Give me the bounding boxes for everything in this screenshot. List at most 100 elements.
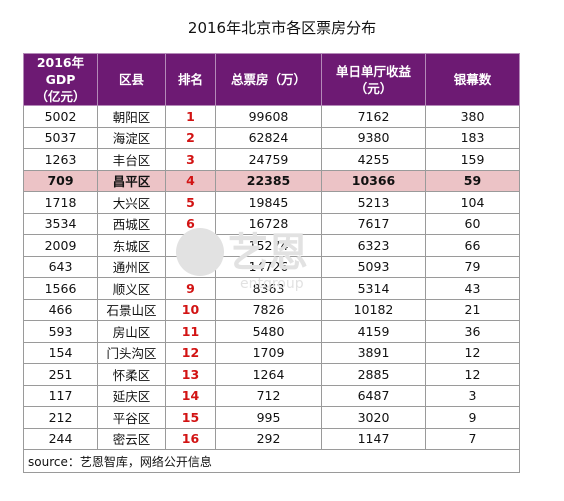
cell-district: 海淀区: [97, 126, 166, 149]
cell-hall-revenue: 7617: [321, 212, 426, 235]
cell-gdp: 212: [23, 406, 98, 429]
cell-box-office: 24759: [215, 148, 322, 171]
cell-rank: 4: [165, 169, 216, 192]
cell-district: 昌平区: [97, 169, 166, 192]
cell-screens: 59: [425, 169, 520, 192]
cell-rank: 16: [165, 427, 216, 450]
cell-box-office: 15274: [215, 234, 322, 257]
cell-district: 顺义区: [97, 277, 166, 300]
table-row: 5002 朝阳区 1 99608 7162 380: [23, 105, 520, 128]
cell-rank: 1: [165, 105, 216, 128]
cell-district: 平谷区: [97, 406, 166, 429]
source-note: source：艺恩智库，网络公开信息: [23, 449, 520, 473]
box-office-table: 2016年GDP （亿元） 区县 排名 总票房（万） 单日单厅收益 （元） 银幕…: [23, 53, 520, 473]
table-row: 251 怀柔区 13 1264 2885 12: [23, 363, 520, 386]
header-screens: 银幕数: [425, 53, 520, 106]
cell-rank: 5: [165, 191, 216, 214]
header-gdp: 2016年GDP （亿元）: [23, 53, 98, 106]
cell-screens: 3: [425, 384, 520, 407]
cell-district: 怀柔区: [97, 363, 166, 386]
table-row: 3534 西城区 6 16728 7617 60: [23, 212, 520, 235]
cell-hall-revenue: 3891: [321, 341, 426, 364]
cell-screens: 66: [425, 234, 520, 257]
cell-screens: 21: [425, 298, 520, 321]
table-row: 709 昌平区 4 22385 10366 59: [23, 169, 520, 192]
cell-rank: 8: [165, 255, 216, 278]
header-district: 区县: [97, 53, 166, 106]
cell-district: 丰台区: [97, 148, 166, 171]
cell-hall-revenue: 9380: [321, 126, 426, 149]
table-row: 212 平谷区 15 995 3020 9: [23, 406, 520, 429]
cell-hall-revenue: 10182: [321, 298, 426, 321]
cell-district: 延庆区: [97, 384, 166, 407]
cell-rank: 7: [165, 234, 216, 257]
cell-district: 朝阳区: [97, 105, 166, 128]
table-row: 244 密云区 16 292 1147 7: [23, 427, 520, 450]
cell-rank: 2: [165, 126, 216, 149]
header-rank: 排名: [165, 53, 216, 106]
cell-rank: 11: [165, 320, 216, 343]
table-body: 5002 朝阳区 1 99608 7162 380 5037 海淀区 2 62824 9380 183…: [23, 105, 520, 450]
table-row: 466 石景山区 10 7826 10182 21: [23, 298, 520, 321]
cell-box-office: 712: [215, 384, 322, 407]
cell-box-office: 99608: [215, 105, 322, 128]
header-row: 2016年GDP （亿元） 区县 排名 总票房（万） 单日单厅收益 （元） 银幕…: [23, 53, 520, 106]
table-row: 5037 海淀区 2 62824 9380 183: [23, 126, 520, 149]
cell-screens: 380: [425, 105, 520, 128]
cell-district: 通州区: [97, 255, 166, 278]
cell-hall-revenue: 5213: [321, 191, 426, 214]
cell-screens: 60: [425, 212, 520, 235]
cell-screens: 183: [425, 126, 520, 149]
cell-rank: 12: [165, 341, 216, 364]
cell-rank: 15: [165, 406, 216, 429]
cell-screens: 43: [425, 277, 520, 300]
page-title: 2016年北京市各区票房分布: [187, 19, 377, 37]
cell-rank: 3: [165, 148, 216, 171]
header-box-office: 总票房（万）: [215, 53, 322, 106]
cell-box-office: 1264: [215, 363, 322, 386]
cell-gdp: 251: [23, 363, 98, 386]
cell-gdp: 1263: [23, 148, 98, 171]
cell-box-office: 5480: [215, 320, 322, 343]
cell-gdp: 5002: [23, 105, 98, 128]
cell-box-office: 292: [215, 427, 322, 450]
cell-district: 石景山区: [97, 298, 166, 321]
table-row: 2009 东城区 7 15274 6323 66: [23, 234, 520, 257]
cell-box-office: 995: [215, 406, 322, 429]
source-row: source：艺恩智库，网络公开信息: [23, 449, 520, 473]
table-row: 117 延庆区 14 712 6487 3: [23, 384, 520, 407]
table-row: 593 房山区 11 5480 4159 36: [23, 320, 520, 343]
cell-screens: 12: [425, 363, 520, 386]
cell-gdp: 5037: [23, 126, 98, 149]
header-hall-revenue: 单日单厅收益 （元）: [321, 53, 426, 106]
table-row: 1566 顺义区 9 8363 5314 43: [23, 277, 520, 300]
cell-box-office: 14726: [215, 255, 322, 278]
table-row: 1718 大兴区 5 19845 5213 104: [23, 191, 520, 214]
cell-box-office: 19845: [215, 191, 322, 214]
cell-screens: 79: [425, 255, 520, 278]
cell-gdp: 1718: [23, 191, 98, 214]
cell-hall-revenue: 6487: [321, 384, 426, 407]
cell-rank: 9: [165, 277, 216, 300]
cell-screens: 36: [425, 320, 520, 343]
cell-hall-revenue: 4255: [321, 148, 426, 171]
cell-hall-revenue: 1147: [321, 427, 426, 450]
header-hall-line1: 单日单厅收益: [335, 63, 411, 79]
cell-district: 东城区: [97, 234, 166, 257]
cell-gdp: 643: [23, 255, 98, 278]
cell-hall-revenue: 6323: [321, 234, 426, 257]
cell-gdp: 1566: [23, 277, 98, 300]
cell-gdp: 466: [23, 298, 98, 321]
cell-hall-revenue: 5093: [321, 255, 426, 278]
cell-rank: 10: [165, 298, 216, 321]
cell-district: 房山区: [97, 320, 166, 343]
cell-district: 密云区: [97, 427, 166, 450]
cell-gdp: 2009: [23, 234, 98, 257]
cell-screens: 104: [425, 191, 520, 214]
cell-box-office: 7826: [215, 298, 322, 321]
cell-district: 门头沟区: [97, 341, 166, 364]
cell-hall-revenue: 5314: [321, 277, 426, 300]
cell-gdp: 244: [23, 427, 98, 450]
cell-screens: 9: [425, 406, 520, 429]
header-gdp-line2: （亿元）: [35, 89, 86, 104]
